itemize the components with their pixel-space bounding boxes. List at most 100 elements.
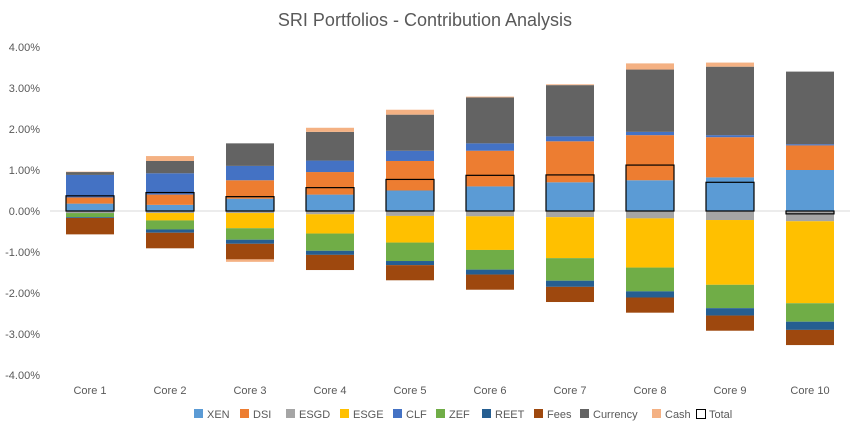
bar-esge-core-3 [226, 213, 274, 229]
bar-esgd-core-3 [226, 211, 274, 214]
bar-reet-core-6 [466, 269, 514, 275]
bar-clf-core-7 [546, 136, 594, 142]
bar-zef-core-2 [146, 220, 194, 230]
x-tick-label: Core 7 [553, 385, 586, 397]
bar-clf-core-6 [466, 143, 514, 151]
legend-item-cash: Cash [652, 409, 691, 421]
bar-cash-core-3 [226, 259, 274, 262]
legend-label: DSI [253, 409, 271, 421]
bar-dsi-core-6 [466, 150, 514, 187]
legend-swatch [286, 409, 295, 418]
bar-esge-core-2 [146, 213, 194, 221]
bar-esge-core-4 [306, 214, 354, 234]
legend-item-esgd: ESGD [286, 409, 330, 421]
bar-dsi-core-10 [786, 145, 834, 170]
x-tick-label: Core 3 [233, 385, 266, 397]
bar-currency-core-5 [386, 114, 434, 151]
legend-swatch [240, 409, 249, 418]
y-tick-label: 1.00% [9, 165, 40, 177]
legend-item-fees: Fees [534, 409, 572, 421]
legend-item-reet: REET [482, 409, 525, 421]
bar-esge-core-9 [706, 220, 754, 285]
bar-fees-core-3 [226, 243, 274, 260]
legend-swatch [436, 409, 445, 418]
bar-esge-core-6 [466, 216, 514, 250]
bar-reet-core-10 [786, 321, 834, 330]
x-tick-label: Core 4 [313, 385, 346, 397]
bar-xen-core-7 [546, 182, 594, 211]
y-tick-label: -3.00% [5, 329, 40, 341]
chart-title: SRI Portfolios - Contribution Analysis [278, 10, 572, 30]
x-tick-label: Core 8 [633, 385, 666, 397]
bar-dsi-core-5 [386, 160, 434, 191]
bar-fees-core-1 [66, 217, 114, 235]
legend-label: Fees [547, 409, 572, 421]
bar-reet-core-5 [386, 261, 434, 266]
legend: XEN DSI ESGD ESGE CLF ZEF REET Fees Currency Cash… [194, 409, 732, 421]
x-tick-label: Core 1 [73, 385, 106, 397]
bar-zef-core-10 [786, 303, 834, 322]
bar-fees-core-6 [466, 274, 514, 290]
bar-esgd-core-5 [386, 211, 434, 216]
bar-fees-core-8 [626, 297, 674, 313]
bar-clf-core-10 [786, 144, 834, 146]
bar-zef-core-5 [386, 242, 434, 262]
bar-cash-core-4 [306, 127, 354, 132]
legend-swatch [534, 409, 543, 418]
bar-esgd-core-1 [66, 211, 114, 214]
y-tick-label: 2.00% [9, 124, 40, 136]
bar-xen-core-4 [306, 194, 354, 211]
bars-layer [66, 62, 834, 346]
bar-zef-core-4 [306, 233, 354, 251]
bar-currency-core-9 [706, 66, 754, 136]
bar-fees-core-5 [386, 265, 434, 281]
bar-currency-core-8 [626, 69, 674, 132]
bar-esge-core-10 [786, 221, 834, 304]
bar-dsi-core-7 [546, 141, 594, 183]
legend-swatch [652, 409, 661, 418]
y-axis: 4.00% 3.00% 2.00% 1.00% 0.00% -1.00% -2.00% -3.… [5, 42, 40, 382]
bar-reet-core-8 [626, 291, 674, 298]
legend-item-total: Total [696, 409, 732, 421]
bar-currency-core-10 [786, 71, 834, 145]
bar-esgd-core-7 [546, 211, 594, 218]
total-marker-core-7 [545, 174, 595, 212]
bar-currency-core-2 [146, 160, 194, 174]
bar-reet-core-4 [306, 250, 354, 255]
legend-item-dsi: DSI [240, 409, 271, 421]
y-tick-label: 3.00% [9, 83, 40, 95]
total-marker-core-3 [225, 196, 275, 212]
legend-label: Currency [593, 409, 638, 421]
bar-xen-core-1 [66, 203, 114, 211]
legend-label: Cash [665, 409, 691, 421]
x-tick-label: Core 9 [713, 385, 746, 397]
bar-clf-core-5 [386, 150, 434, 161]
bar-currency-core-7 [546, 85, 594, 137]
bar-reet-core-3 [226, 239, 274, 244]
total-marker-core-4 [305, 187, 355, 212]
y-tick-label: -4.00% [5, 370, 40, 382]
bar-fees-core-9 [706, 315, 754, 331]
legend-label: XEN [207, 409, 230, 421]
bar-cash-core-8 [626, 63, 674, 70]
legend-item-currency: Currency [580, 409, 638, 421]
bar-dsi-core-3 [226, 180, 274, 199]
bar-esgd-core-8 [626, 211, 674, 219]
legend-label: REET [495, 409, 525, 421]
total-marker-core-8 [625, 164, 675, 212]
bar-dsi-core-1 [66, 197, 114, 204]
legend-item-esge: ESGE [340, 409, 384, 421]
x-tick-label: Core 10 [790, 385, 829, 397]
bar-dsi-core-9 [706, 137, 754, 178]
x-tick-label: Core 2 [153, 385, 186, 397]
bar-clf-core-1 [66, 174, 114, 198]
bar-esgd-core-9 [706, 211, 754, 221]
bar-cash-core-2 [146, 156, 194, 161]
bar-xen-core-8 [626, 180, 674, 211]
legend-label: Total [709, 409, 732, 421]
bar-zef-core-3 [226, 228, 274, 240]
bar-currency-core-3 [226, 143, 274, 166]
y-tick-label: -1.00% [5, 247, 40, 259]
